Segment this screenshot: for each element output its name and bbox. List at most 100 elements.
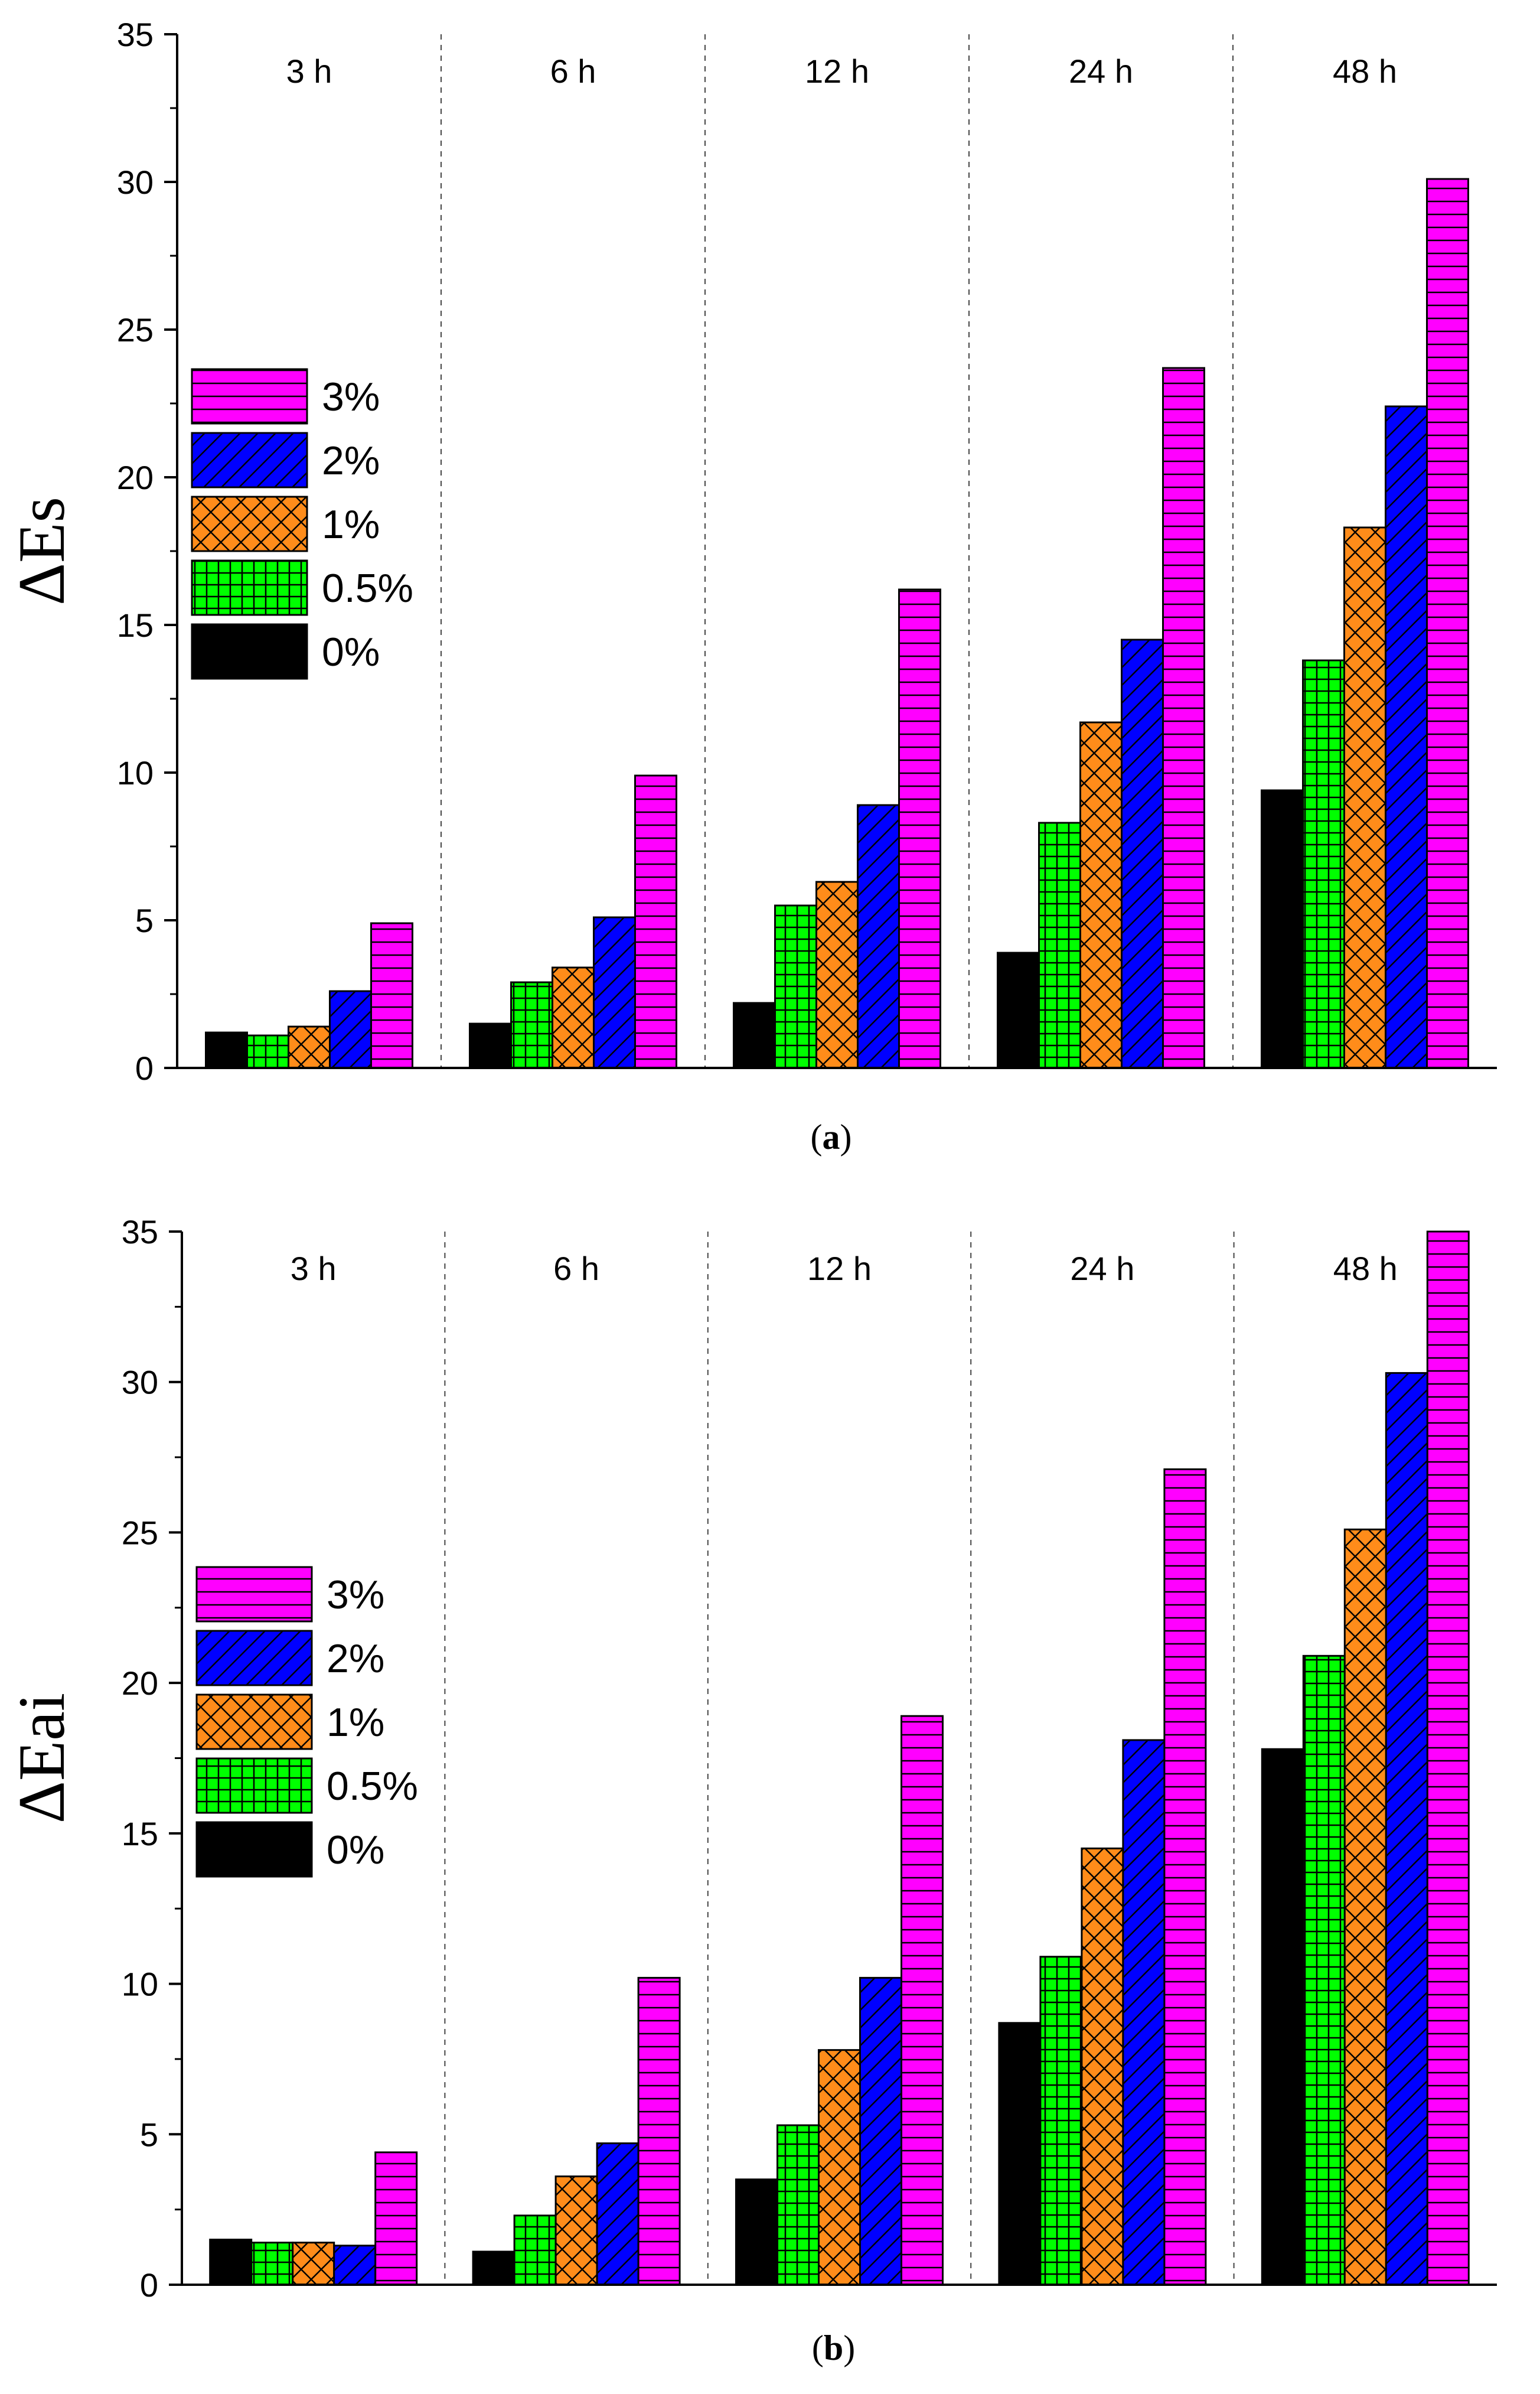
bar-2pct-3h bbox=[329, 990, 372, 1069]
legend-label: 0.5% bbox=[322, 566, 413, 611]
category-label: 48 h bbox=[1333, 53, 1397, 90]
legend-swatch-2pct bbox=[195, 1630, 313, 1686]
bar-3pct-24h bbox=[1162, 367, 1205, 1069]
legend-swatch-0_5pct bbox=[191, 559, 308, 616]
bar-0_5pct-24h bbox=[1038, 822, 1081, 1069]
bar-0_5pct-24h bbox=[1039, 1956, 1083, 2286]
y-axis-label: ΔEs bbox=[5, 497, 79, 605]
legend-swatch-0_5pct bbox=[195, 1757, 313, 1814]
bar-2pct-48h bbox=[1385, 405, 1428, 1069]
bar-3pct-48h bbox=[1426, 178, 1469, 1069]
bar-0_5pct-12h bbox=[774, 904, 817, 1069]
bar-1pct-24h bbox=[1079, 721, 1123, 1069]
bar-2pct-6h bbox=[596, 2142, 640, 2286]
bar-0pct-24h bbox=[997, 952, 1040, 1069]
category-label: 12 h bbox=[807, 1250, 872, 1287]
y-tick-label: 5 bbox=[140, 2116, 158, 2153]
bar-1pct-48h bbox=[1343, 1528, 1387, 2286]
y-tick-label: 15 bbox=[117, 607, 154, 644]
legend-label: 1% bbox=[322, 502, 380, 547]
y-tick-label: 25 bbox=[122, 1514, 158, 1551]
category-label: 3 h bbox=[286, 53, 332, 90]
legend-label: 2% bbox=[322, 438, 380, 483]
bar-1pct-6h bbox=[554, 2175, 598, 2286]
y-tick-label: 30 bbox=[117, 164, 154, 201]
bar-3pct-24h bbox=[1163, 1468, 1207, 2286]
y-axis-label: ΔEai bbox=[5, 1693, 79, 1823]
bar-3pct-12h bbox=[900, 1715, 944, 2286]
y-tick-label: 35 bbox=[117, 16, 154, 53]
y-tick-label: 15 bbox=[122, 1815, 158, 1852]
bar-2pct-6h bbox=[593, 916, 636, 1069]
bar-0_5pct-12h bbox=[776, 2124, 820, 2286]
legend-swatch-1pct bbox=[195, 1693, 313, 1750]
bar-1pct-24h bbox=[1081, 1847, 1124, 2286]
bar-3pct-6h bbox=[637, 1976, 681, 2286]
bar-0pct-48h bbox=[1261, 1748, 1304, 2286]
y-tick-label: 10 bbox=[117, 754, 154, 792]
bar-2pct-48h bbox=[1385, 1372, 1428, 2286]
y-tick-label: 10 bbox=[122, 1966, 158, 2003]
bar-1pct-3h bbox=[292, 2242, 335, 2286]
legend-swatch-2pct bbox=[191, 432, 308, 488]
bar-3pct-48h bbox=[1426, 1230, 1470, 2286]
bar-3pct-3h bbox=[374, 2151, 418, 2286]
bar-0pct-24h bbox=[998, 2022, 1042, 2286]
bar-3pct-3h bbox=[370, 922, 413, 1069]
bar-0pct-3h bbox=[205, 1031, 248, 1069]
y-tick-label: 35 bbox=[122, 1213, 158, 1250]
bar-2pct-12h bbox=[857, 804, 900, 1069]
bar-2pct-12h bbox=[859, 1976, 902, 2286]
legend-label: 3% bbox=[322, 374, 380, 419]
category-label: 3 h bbox=[291, 1250, 337, 1287]
legend-swatch-3pct bbox=[195, 1566, 313, 1623]
y-tick-label: 0 bbox=[135, 1050, 154, 1087]
bar-0pct-6h bbox=[469, 1022, 512, 1069]
bar-0_5pct-3h bbox=[250, 2242, 294, 2286]
legend-label: 0% bbox=[327, 1828, 384, 1872]
chart-panel-b: 3 h 6 h 12 h 24 h 48 h 0 5 10 15 20 25 30 35 ΔEai 3% 2%… bbox=[5, 1213, 1497, 2367]
legend-swatch-0pct bbox=[191, 623, 308, 680]
bar-0_5pct-48h bbox=[1302, 1654, 1346, 2286]
bar-0pct-12h bbox=[735, 2178, 778, 2286]
legend-swatch-3pct bbox=[191, 368, 308, 425]
bar-1pct-6h bbox=[552, 966, 595, 1069]
bar-2pct-24h bbox=[1122, 1739, 1166, 2286]
y-tick-label: 25 bbox=[117, 311, 154, 348]
chart-panel-a: 3 h 6 h 12 h 24 h 48 h 0 5 10 15 20 25 30 35 ΔEs 3% 2% 1… bbox=[5, 16, 1497, 1157]
panel-caption: (b) bbox=[812, 2328, 855, 2367]
bar-1pct-48h bbox=[1343, 526, 1386, 1069]
bar-0_5pct-6h bbox=[510, 981, 553, 1069]
y-tick-label: 20 bbox=[122, 1665, 158, 1702]
bar-0_5pct-6h bbox=[513, 2214, 557, 2286]
bar-2pct-3h bbox=[333, 2245, 377, 2286]
bar-3pct-12h bbox=[898, 588, 941, 1069]
y-tick-label: 5 bbox=[135, 902, 154, 939]
legend-label: 0.5% bbox=[327, 1764, 418, 1809]
legend-swatch-0pct bbox=[195, 1821, 313, 1878]
bar-0pct-6h bbox=[472, 2250, 515, 2286]
y-tick-label: 20 bbox=[117, 459, 154, 496]
category-label: 12 h bbox=[805, 53, 869, 90]
category-label: 6 h bbox=[550, 53, 596, 90]
legend-swatch-1pct bbox=[191, 496, 308, 552]
y-tick-label: 0 bbox=[140, 2266, 158, 2304]
y-tick-label: 30 bbox=[122, 1364, 158, 1401]
legend-label: 3% bbox=[327, 1572, 384, 1617]
category-label: 48 h bbox=[1333, 1250, 1398, 1287]
category-label: 6 h bbox=[553, 1250, 599, 1287]
bar-0pct-48h bbox=[1261, 789, 1304, 1069]
bar-1pct-12h bbox=[818, 2049, 861, 2286]
category-label: 24 h bbox=[1069, 53, 1133, 90]
bar-0_5pct-3h bbox=[246, 1034, 289, 1069]
bar-3pct-6h bbox=[634, 774, 677, 1069]
bar-0pct-12h bbox=[733, 1002, 776, 1069]
legend-label: 1% bbox=[327, 1700, 384, 1745]
bar-0pct-3h bbox=[209, 2239, 253, 2286]
panel-caption: (a) bbox=[811, 1118, 852, 1157]
category-label: 24 h bbox=[1070, 1250, 1134, 1287]
bar-0_5pct-48h bbox=[1302, 659, 1345, 1069]
legend-label: 0% bbox=[322, 630, 380, 675]
